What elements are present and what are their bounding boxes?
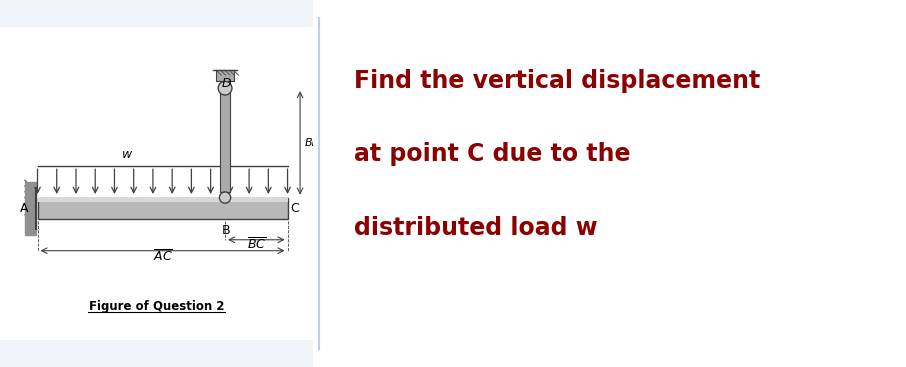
- Circle shape: [219, 192, 231, 203]
- Circle shape: [218, 81, 232, 95]
- Text: w: w: [122, 149, 132, 161]
- Text: B: B: [222, 224, 230, 236]
- Text: $\overline{AC}$: $\overline{AC}$: [152, 249, 172, 265]
- Polygon shape: [220, 88, 230, 192]
- Text: Figure of Question 2: Figure of Question 2: [89, 301, 224, 313]
- Text: $\overline{BC}$: $\overline{BC}$: [246, 237, 266, 252]
- Text: at point C due to the: at point C due to the: [354, 142, 631, 166]
- Bar: [25, 182, 36, 235]
- Polygon shape: [37, 197, 287, 202]
- Bar: [217, 70, 234, 81]
- Text: C: C: [291, 201, 300, 215]
- Text: BD: BD: [304, 138, 321, 148]
- Text: distributed load w: distributed load w: [354, 215, 598, 240]
- Text: D: D: [222, 77, 232, 90]
- Polygon shape: [37, 197, 287, 219]
- Text: A: A: [20, 201, 29, 215]
- Text: Find the vertical displacement: Find the vertical displacement: [354, 69, 760, 93]
